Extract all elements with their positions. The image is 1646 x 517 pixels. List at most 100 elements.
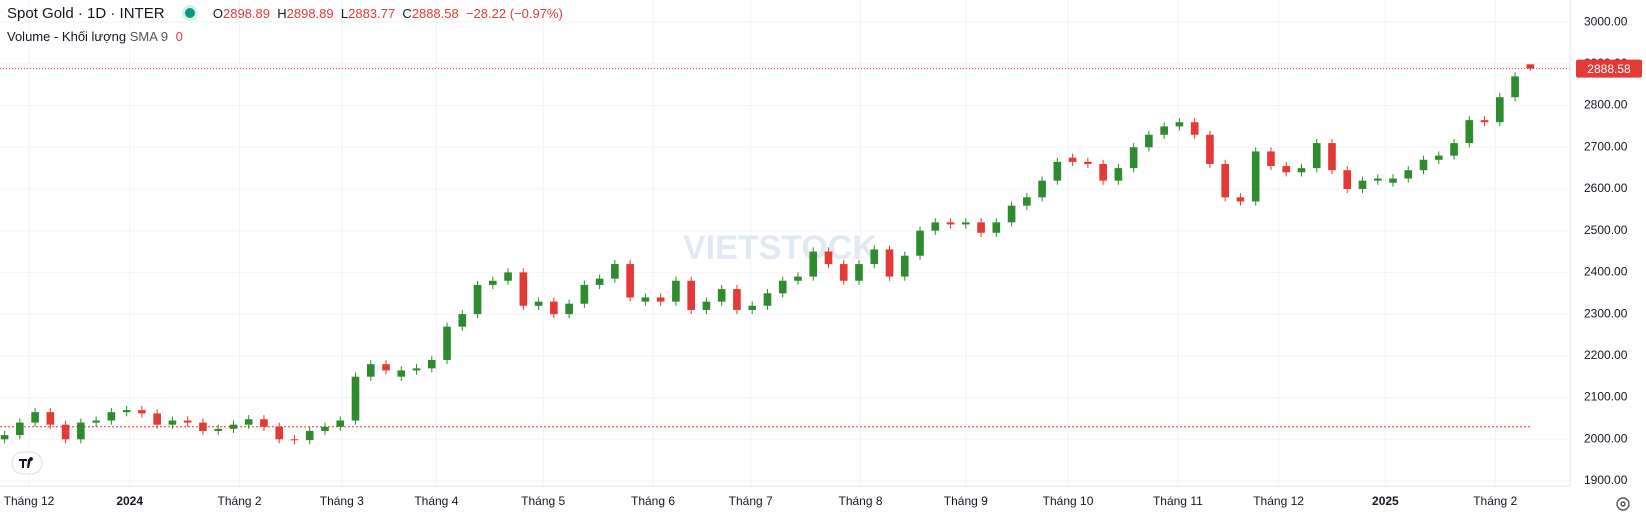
candle-body	[1053, 161, 1062, 181]
y-tick-label: 2300.00	[1584, 306, 1628, 320]
ohlc-letter: L	[340, 6, 349, 21]
x-tick-label: Tháng 3	[320, 494, 364, 508]
candle-body	[687, 280, 695, 310]
candle-body	[107, 412, 116, 421]
candle-body	[427, 360, 436, 369]
logo-bg	[11, 451, 43, 475]
candle-body	[183, 420, 192, 423]
y-tick-label: 2200.00	[1584, 348, 1628, 362]
candle-body	[763, 293, 772, 306]
ohlc-letter: O	[212, 6, 224, 21]
sma-label: SMA 9	[129, 29, 169, 44]
y-tick-label: 2500.00	[1584, 223, 1628, 237]
candle-body	[1145, 134, 1153, 148]
candle-body	[595, 278, 604, 285]
candle-body	[61, 424, 70, 440]
candle-body	[168, 420, 177, 425]
candle-body	[1343, 170, 1352, 189]
x-tick-label: Tháng 6	[631, 494, 675, 508]
candle-body	[1434, 155, 1443, 160]
y-tick-label: 2600.00	[1584, 181, 1628, 195]
candle-body	[611, 264, 619, 279]
last-price-tag	[1576, 59, 1642, 78]
ohlc-value: 2883.77	[348, 6, 396, 21]
candle-body	[1175, 122, 1184, 127]
symbol[interactable]: Spot Gold · 1D · INTER	[7, 5, 165, 22]
header-row: Spot Gold · 1D · INTER O2898.89 H2898.89…	[7, 5, 563, 22]
status-dot	[184, 8, 195, 18]
candle-body	[199, 422, 207, 431]
x-tick-label: Tháng 2	[218, 494, 262, 508]
candle-body	[565, 303, 573, 315]
candles	[0, 64, 1570, 445]
candle-body	[977, 222, 985, 233]
ohlc-value: 2898.89	[286, 6, 334, 21]
y-tick-label: 1900.00	[1584, 473, 1628, 487]
candle-body	[534, 301, 543, 306]
candle-body	[672, 280, 680, 302]
candle-body	[397, 370, 406, 377]
settings-icon[interactable]	[1616, 497, 1630, 511]
volume-row: Volume - Khối lượng SMA 9 0	[7, 29, 183, 44]
candle-body	[92, 420, 100, 423]
candle-body	[1373, 178, 1382, 181]
candle-body	[229, 424, 238, 429]
candle-body	[1511, 76, 1519, 98]
candle-body	[1358, 180, 1367, 189]
candle-body	[16, 422, 24, 436]
candle-body	[717, 289, 726, 302]
tv-logo[interactable]	[11, 451, 43, 475]
candle-body	[1297, 168, 1306, 173]
candle-body	[382, 364, 390, 371]
candle-body	[733, 289, 741, 310]
candle-body	[443, 326, 451, 361]
change: −28.22 (−0.97%)	[465, 6, 563, 21]
candle-body	[489, 280, 497, 285]
ohlc-letter: H	[277, 6, 287, 21]
y-tick-label: 2100.00	[1584, 390, 1628, 404]
candle-body	[1480, 120, 1489, 123]
ohlc-letter: C	[402, 6, 412, 21]
candle-body	[1114, 168, 1123, 181]
gear-ring	[1616, 497, 1630, 511]
y-tick-label: 2700.00	[1584, 139, 1628, 153]
candle-body	[366, 364, 375, 377]
candle-body	[122, 410, 131, 413]
candle-body	[748, 305, 757, 310]
volume-label[interactable]: Volume - Khối lượng	[7, 29, 127, 44]
candle-body	[46, 412, 55, 425]
x-tick-label: Tháng 11	[1153, 494, 1203, 508]
candle-body	[1389, 178, 1397, 183]
candle-body	[1084, 161, 1092, 164]
candle-body	[1206, 134, 1214, 164]
ohlc: O2898.89 H2898.89 L2883.77 C2888.58 −28.…	[213, 6, 563, 21]
candle-body	[214, 428, 222, 431]
candle-body	[31, 412, 39, 423]
candle-body	[931, 222, 940, 231]
x-tick-label: Tháng 2	[1473, 494, 1517, 508]
candle-body	[0, 435, 9, 440]
candle-body	[550, 301, 558, 315]
ohlc-value: 2888.58	[411, 6, 459, 21]
candle-body	[1190, 122, 1199, 135]
candle-body	[961, 222, 970, 225]
candle-body	[1450, 143, 1458, 156]
candle-body	[504, 272, 512, 281]
gear-hub	[1620, 501, 1626, 507]
candle-body	[885, 249, 894, 277]
candle-body	[260, 419, 268, 427]
x-tick-label: Tháng 5	[521, 494, 565, 508]
candle-body	[77, 422, 85, 440]
candle-body	[321, 426, 329, 431]
x-tick-label: Tháng 10	[1043, 494, 1094, 508]
candle-body	[1465, 120, 1474, 144]
candle-body	[519, 272, 528, 306]
y-tick-label: 2000.00	[1584, 431, 1628, 445]
candle-body	[458, 314, 467, 327]
x-tick-label: Tháng 4	[414, 494, 458, 508]
x-tick-label: 2024	[116, 494, 143, 508]
y-tick-label: 2800.00	[1584, 98, 1628, 112]
